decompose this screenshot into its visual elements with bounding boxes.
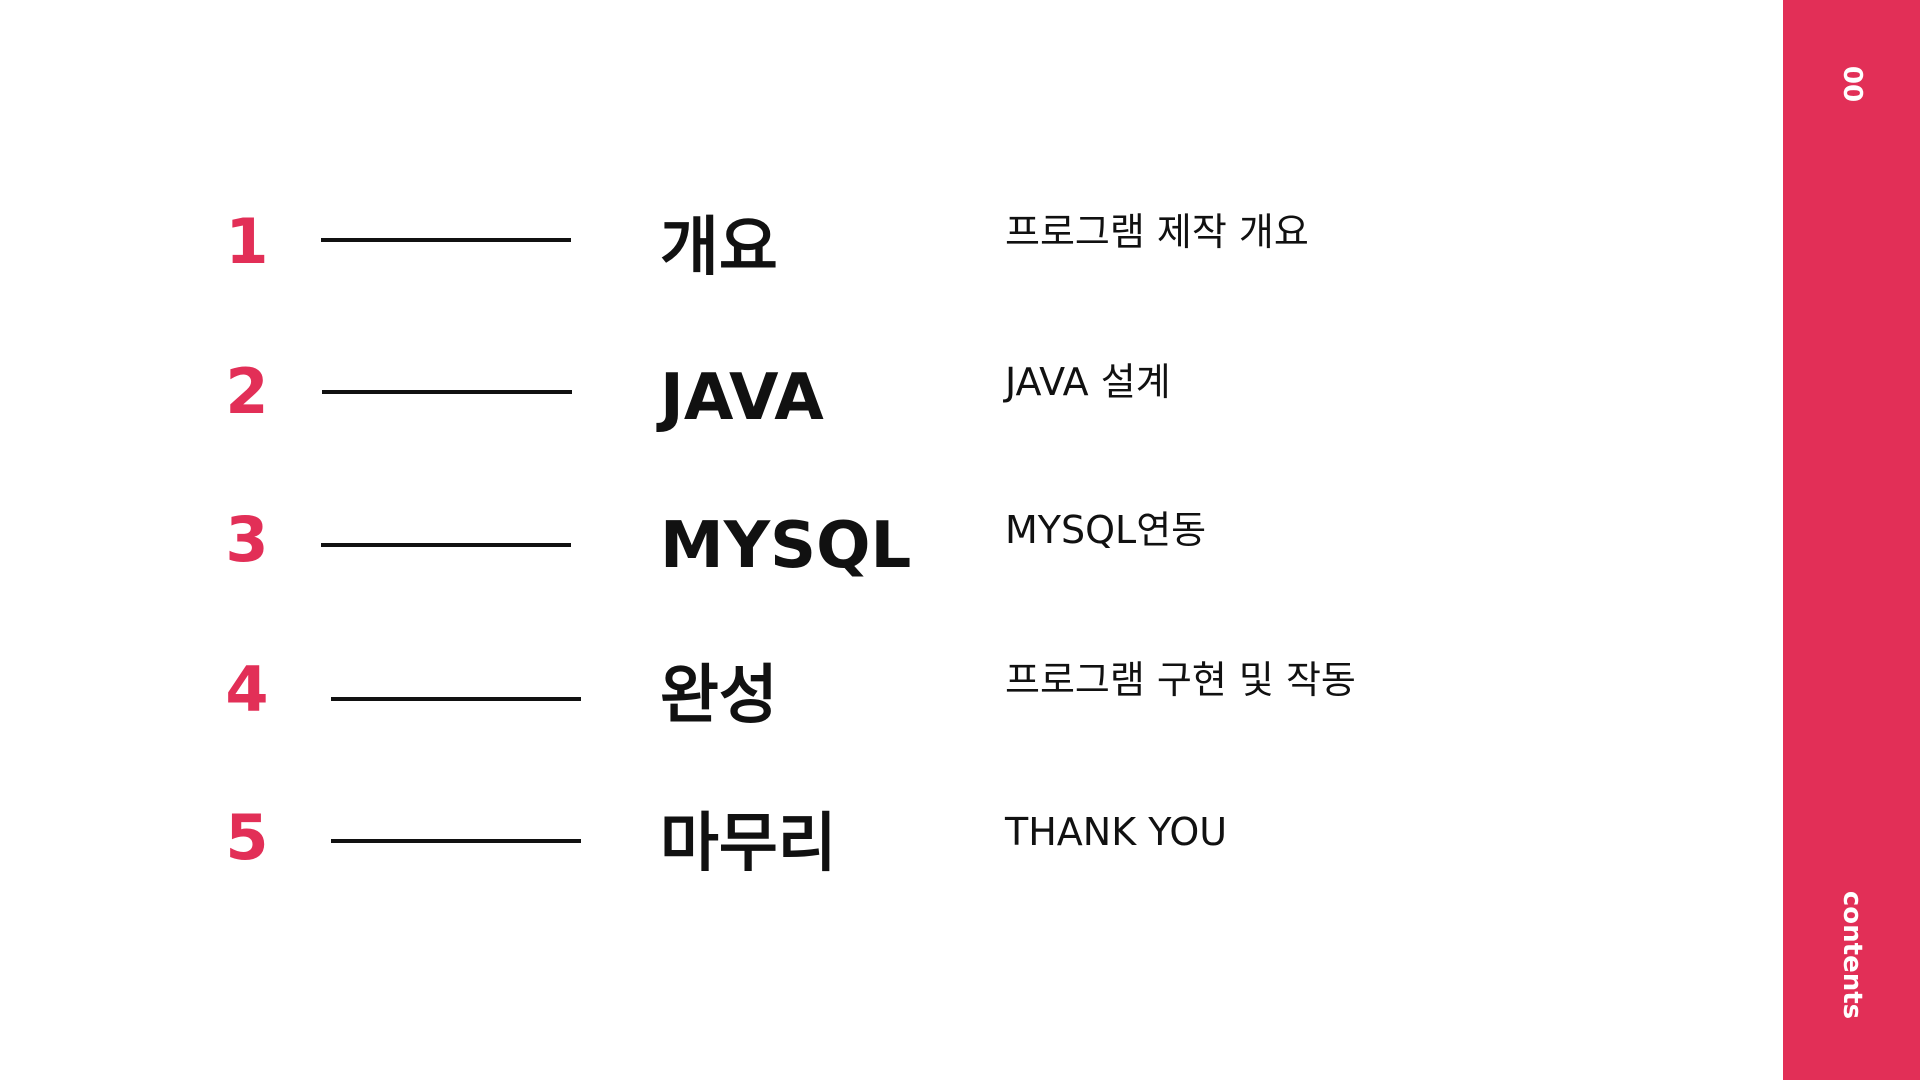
item-description: 프로그램 구현 및 작동 xyxy=(1005,658,1356,702)
connector-line xyxy=(321,238,571,242)
item-number: 3 xyxy=(225,503,269,576)
contents-row-2: 2 JAVA JAVA 설계 xyxy=(0,342,1760,442)
item-title: MYSQL xyxy=(660,509,912,583)
contents-row-5: 5 마무리 THANK YOU xyxy=(0,788,1760,888)
side-accent-bar: 00 contents xyxy=(1783,0,1920,1080)
item-title: JAVA xyxy=(660,361,824,435)
connector-line xyxy=(322,390,572,394)
contents-row-4: 4 완성 프로그램 구현 및 작동 xyxy=(0,640,1760,740)
contents-row-1: 1 개요 프로그램 제작 개요 xyxy=(0,192,1760,292)
page-number: 00 xyxy=(1836,65,1867,103)
item-description: THANK YOU xyxy=(1005,810,1228,854)
connector-line xyxy=(331,839,581,843)
item-number: 1 xyxy=(225,205,269,278)
item-title: 마무리 xyxy=(660,807,837,881)
section-label: contents xyxy=(1836,890,1867,1020)
item-title: 완성 xyxy=(660,659,778,733)
item-description: MYSQL연동 xyxy=(1005,508,1207,552)
connector-line xyxy=(321,543,571,547)
item-number: 4 xyxy=(225,653,269,726)
item-number: 5 xyxy=(225,801,269,874)
connector-line xyxy=(331,697,581,701)
item-number: 2 xyxy=(225,355,269,428)
contents-row-3: 3 MYSQL MYSQL연동 xyxy=(0,490,1760,590)
item-description: JAVA 설계 xyxy=(1005,360,1171,404)
item-description: 프로그램 제작 개요 xyxy=(1005,210,1309,254)
item-title: 개요 xyxy=(660,211,778,285)
